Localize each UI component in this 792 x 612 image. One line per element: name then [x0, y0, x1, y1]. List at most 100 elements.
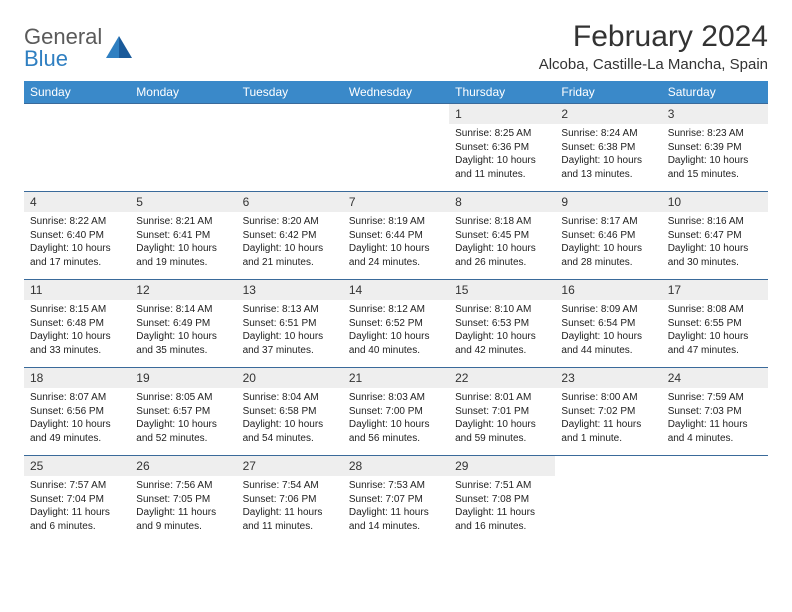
day-details: Sunrise: 8:03 AMSunset: 7:00 PMDaylight:…	[343, 388, 449, 451]
calendar-cell: 15Sunrise: 8:10 AMSunset: 6:53 PMDayligh…	[449, 280, 555, 368]
day-details: Sunrise: 8:25 AMSunset: 6:36 PMDaylight:…	[449, 124, 555, 187]
logo: General Blue	[24, 26, 132, 70]
day-number: 15	[449, 280, 555, 300]
day-header: Thursday	[449, 81, 555, 104]
calendar-cell: 24Sunrise: 7:59 AMSunset: 7:03 PMDayligh…	[662, 368, 768, 456]
day-number: 2	[555, 104, 661, 124]
day-number: 11	[24, 280, 130, 300]
calendar-cell: 27Sunrise: 7:54 AMSunset: 7:06 PMDayligh…	[237, 456, 343, 544]
title-block: February 2024 Alcoba, Castille-La Mancha…	[539, 20, 768, 73]
day-number: 14	[343, 280, 449, 300]
day-details: Sunrise: 8:04 AMSunset: 6:58 PMDaylight:…	[237, 388, 343, 451]
day-number: 9	[555, 192, 661, 212]
calendar-cell: 28Sunrise: 7:53 AMSunset: 7:07 PMDayligh…	[343, 456, 449, 544]
calendar-body: 1Sunrise: 8:25 AMSunset: 6:36 PMDaylight…	[24, 104, 768, 544]
calendar-cell	[662, 456, 768, 544]
month-title: February 2024	[539, 20, 768, 54]
calendar-cell: 25Sunrise: 7:57 AMSunset: 7:04 PMDayligh…	[24, 456, 130, 544]
calendar-cell: 2Sunrise: 8:24 AMSunset: 6:38 PMDaylight…	[555, 104, 661, 192]
day-number: 29	[449, 456, 555, 476]
calendar-row: 11Sunrise: 8:15 AMSunset: 6:48 PMDayligh…	[24, 280, 768, 368]
day-header: Friday	[555, 81, 661, 104]
calendar-cell: 13Sunrise: 8:13 AMSunset: 6:51 PMDayligh…	[237, 280, 343, 368]
calendar-cell: 17Sunrise: 8:08 AMSunset: 6:55 PMDayligh…	[662, 280, 768, 368]
day-details: Sunrise: 7:54 AMSunset: 7:06 PMDaylight:…	[237, 476, 343, 539]
logo-line1: General	[24, 26, 102, 48]
day-number: 13	[237, 280, 343, 300]
day-number: 23	[555, 368, 661, 388]
calendar-cell: 26Sunrise: 7:56 AMSunset: 7:05 PMDayligh…	[130, 456, 236, 544]
calendar-cell	[555, 456, 661, 544]
logo-triangle-icon	[106, 36, 132, 61]
day-details: Sunrise: 8:16 AMSunset: 6:47 PMDaylight:…	[662, 212, 768, 275]
calendar-cell: 29Sunrise: 7:51 AMSunset: 7:08 PMDayligh…	[449, 456, 555, 544]
day-number: 28	[343, 456, 449, 476]
day-details: Sunrise: 8:18 AMSunset: 6:45 PMDaylight:…	[449, 212, 555, 275]
day-number: 27	[237, 456, 343, 476]
calendar-cell	[24, 104, 130, 192]
logo-line2: Blue	[24, 48, 102, 70]
day-header: Sunday	[24, 81, 130, 104]
day-details: Sunrise: 8:10 AMSunset: 6:53 PMDaylight:…	[449, 300, 555, 363]
calendar-table: Sunday Monday Tuesday Wednesday Thursday…	[24, 81, 768, 544]
calendar-cell: 5Sunrise: 8:21 AMSunset: 6:41 PMDaylight…	[130, 192, 236, 280]
day-details: Sunrise: 8:14 AMSunset: 6:49 PMDaylight:…	[130, 300, 236, 363]
day-number: 24	[662, 368, 768, 388]
calendar-cell	[237, 104, 343, 192]
day-details: Sunrise: 8:22 AMSunset: 6:40 PMDaylight:…	[24, 212, 130, 275]
empty-cell	[130, 104, 236, 124]
empty-cell	[24, 104, 130, 124]
calendar-cell: 4Sunrise: 8:22 AMSunset: 6:40 PMDaylight…	[24, 192, 130, 280]
calendar-cell: 20Sunrise: 8:04 AMSunset: 6:58 PMDayligh…	[237, 368, 343, 456]
day-number: 18	[24, 368, 130, 388]
day-details: Sunrise: 7:51 AMSunset: 7:08 PMDaylight:…	[449, 476, 555, 539]
empty-cell	[237, 104, 343, 124]
day-number: 1	[449, 104, 555, 124]
calendar-cell: 18Sunrise: 8:07 AMSunset: 6:56 PMDayligh…	[24, 368, 130, 456]
day-header: Monday	[130, 81, 236, 104]
day-number: 6	[237, 192, 343, 212]
calendar-row: 1Sunrise: 8:25 AMSunset: 6:36 PMDaylight…	[24, 104, 768, 192]
location: Alcoba, Castille-La Mancha, Spain	[539, 56, 768, 73]
calendar-cell: 16Sunrise: 8:09 AMSunset: 6:54 PMDayligh…	[555, 280, 661, 368]
empty-cell	[343, 104, 449, 124]
day-number: 10	[662, 192, 768, 212]
calendar-cell: 14Sunrise: 8:12 AMSunset: 6:52 PMDayligh…	[343, 280, 449, 368]
day-details: Sunrise: 8:15 AMSunset: 6:48 PMDaylight:…	[24, 300, 130, 363]
day-details: Sunrise: 7:56 AMSunset: 7:05 PMDaylight:…	[130, 476, 236, 539]
day-header: Wednesday	[343, 81, 449, 104]
day-details: Sunrise: 8:09 AMSunset: 6:54 PMDaylight:…	[555, 300, 661, 363]
day-details: Sunrise: 8:21 AMSunset: 6:41 PMDaylight:…	[130, 212, 236, 275]
day-number: 16	[555, 280, 661, 300]
calendar-cell: 12Sunrise: 8:14 AMSunset: 6:49 PMDayligh…	[130, 280, 236, 368]
day-details: Sunrise: 8:17 AMSunset: 6:46 PMDaylight:…	[555, 212, 661, 275]
calendar-cell: 22Sunrise: 8:01 AMSunset: 7:01 PMDayligh…	[449, 368, 555, 456]
day-number: 21	[343, 368, 449, 388]
calendar-row: 18Sunrise: 8:07 AMSunset: 6:56 PMDayligh…	[24, 368, 768, 456]
day-header: Saturday	[662, 81, 768, 104]
day-number: 19	[130, 368, 236, 388]
calendar-cell: 1Sunrise: 8:25 AMSunset: 6:36 PMDaylight…	[449, 104, 555, 192]
calendar-cell: 9Sunrise: 8:17 AMSunset: 6:46 PMDaylight…	[555, 192, 661, 280]
calendar-cell: 23Sunrise: 8:00 AMSunset: 7:02 PMDayligh…	[555, 368, 661, 456]
day-number: 4	[24, 192, 130, 212]
day-number: 26	[130, 456, 236, 476]
day-details: Sunrise: 7:57 AMSunset: 7:04 PMDaylight:…	[24, 476, 130, 539]
day-number: 8	[449, 192, 555, 212]
day-details: Sunrise: 7:59 AMSunset: 7:03 PMDaylight:…	[662, 388, 768, 451]
calendar-cell	[130, 104, 236, 192]
calendar-cell	[343, 104, 449, 192]
day-details: Sunrise: 8:19 AMSunset: 6:44 PMDaylight:…	[343, 212, 449, 275]
calendar-row: 4Sunrise: 8:22 AMSunset: 6:40 PMDaylight…	[24, 192, 768, 280]
day-details: Sunrise: 8:08 AMSunset: 6:55 PMDaylight:…	[662, 300, 768, 363]
calendar-row: 25Sunrise: 7:57 AMSunset: 7:04 PMDayligh…	[24, 456, 768, 544]
day-details: Sunrise: 8:07 AMSunset: 6:56 PMDaylight:…	[24, 388, 130, 451]
calendar-cell: 19Sunrise: 8:05 AMSunset: 6:57 PMDayligh…	[130, 368, 236, 456]
day-header: Tuesday	[237, 81, 343, 104]
calendar-cell: 8Sunrise: 8:18 AMSunset: 6:45 PMDaylight…	[449, 192, 555, 280]
calendar-cell: 6Sunrise: 8:20 AMSunset: 6:42 PMDaylight…	[237, 192, 343, 280]
day-details: Sunrise: 8:05 AMSunset: 6:57 PMDaylight:…	[130, 388, 236, 451]
day-details: Sunrise: 8:00 AMSunset: 7:02 PMDaylight:…	[555, 388, 661, 451]
calendar-cell: 11Sunrise: 8:15 AMSunset: 6:48 PMDayligh…	[24, 280, 130, 368]
day-number: 22	[449, 368, 555, 388]
